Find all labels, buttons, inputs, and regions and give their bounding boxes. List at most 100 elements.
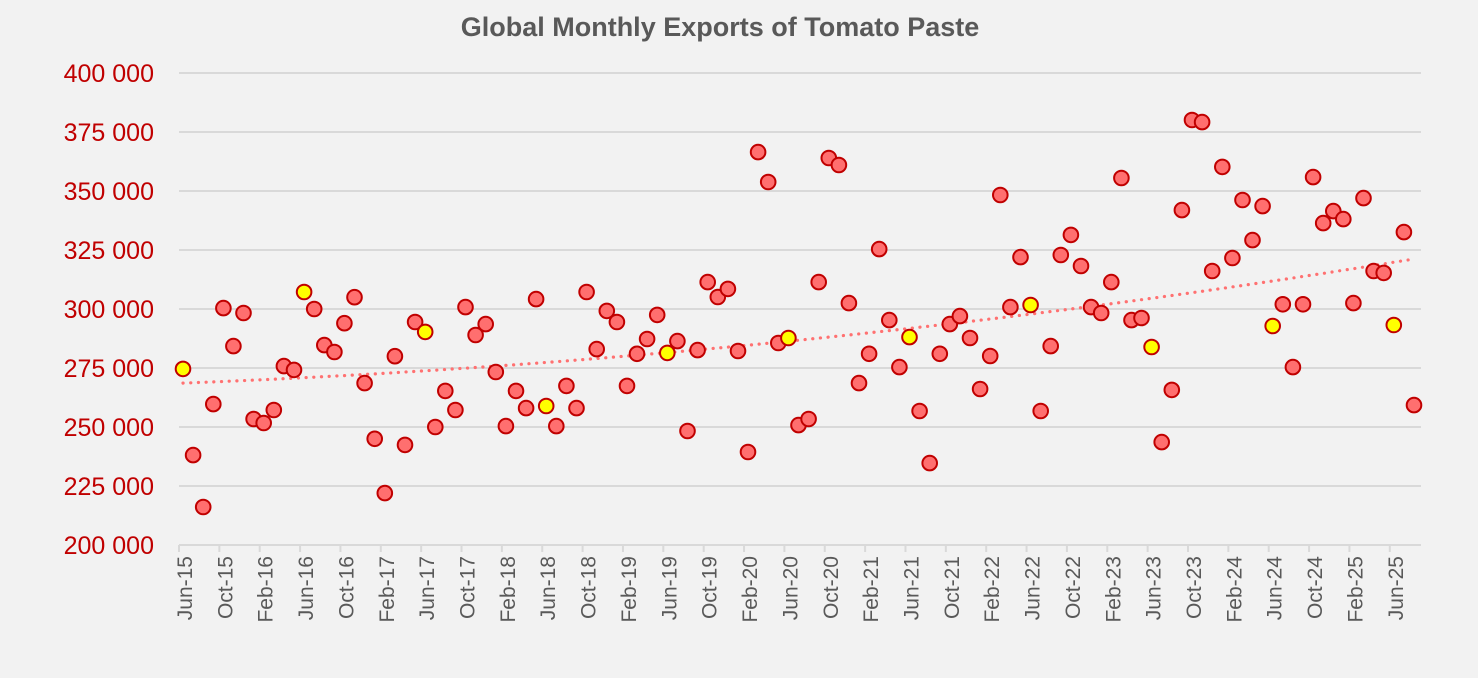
data-point [1234,191,1251,209]
x-tick-label: Jun-15 [174,556,197,620]
x-tick-label: Jun-16 [295,556,318,620]
data-point [921,454,939,472]
y-tick-label: 275 000 [64,355,154,383]
data-point [568,399,585,417]
data-point [235,304,252,322]
x-tick-label: Feb-20 [739,556,762,623]
data-point [366,430,384,448]
x-tick-label: Feb-22 [981,556,1004,623]
data-point [891,358,908,376]
data-point [346,288,363,306]
x-tick-label: Oct-20 [820,556,843,619]
data-point [1314,214,1332,232]
data-point [487,363,505,381]
data-point [951,307,969,325]
data-point [729,342,747,360]
data-point [719,280,737,298]
data-point [376,484,394,502]
data-point-highlighted [295,283,313,301]
data-point [1254,197,1271,215]
data-point [1335,210,1352,228]
data-point [1395,223,1413,241]
data-point [255,414,273,432]
data-point [981,347,999,365]
data-point [1062,226,1080,244]
y-tick-label: 200 000 [64,532,154,560]
data-point [881,311,898,329]
x-tick-label: Jun-22 [1022,556,1045,620]
data-point [1274,296,1292,313]
data-point-highlighted [659,344,676,362]
data-point [305,300,323,318]
data-point [810,273,828,291]
data-point [739,443,757,461]
x-axis-tick-labels: Jun-15 Oct-15 Feb-16 Jun-16 Oct-16 Feb-17 Jun-… [174,556,1408,623]
data-point [679,422,696,440]
data-point [628,345,646,363]
x-tick-label: Oct-17 [457,556,480,619]
x-tick-label: Jun-17 [416,556,439,620]
data-point-highlighted [1022,296,1039,314]
data-point [1113,169,1130,187]
data-point [356,374,373,392]
data-point [578,283,595,301]
data-point [1375,264,1392,282]
y-tick-label: 250 000 [64,414,154,442]
x-tick-label: Jun-24 [1264,556,1287,621]
data-point [1224,249,1241,267]
x-tick-label: Feb-19 [618,556,641,623]
data-point [396,436,414,454]
data-point [1153,433,1170,451]
data-point [1214,158,1231,176]
y-tick-label: 325 000 [64,237,154,265]
data-point [992,186,1009,204]
x-tick-label: Oct-19 [699,556,722,619]
x-tick-label: Oct-18 [578,556,601,619]
x-tick-label: Jun-20 [779,556,802,620]
x-tick-label: Jun-19 [658,556,681,620]
data-points [174,111,1423,516]
data-point [598,302,616,320]
x-tick-label: Feb-21 [860,556,883,623]
data-point [194,498,212,516]
y-tick-label: 375 000 [64,119,154,147]
data-point [870,240,888,258]
data-point [336,314,353,332]
data-point [1002,298,1019,316]
data-point [457,298,474,316]
data-point [285,361,303,379]
data-point [1294,296,1312,313]
data-point [184,446,202,464]
data-point [830,156,848,174]
x-tick-label: Oct-23 [1183,556,1206,619]
data-point [860,345,878,363]
data-point [1355,189,1372,207]
data-point [759,173,777,191]
data-point-highlighted [416,323,434,341]
x-tick-label: Feb-17 [376,556,399,623]
y-tick-label: 225 000 [64,473,154,501]
x-tick-label: Feb-25 [1344,556,1367,623]
data-point [558,377,575,395]
data-point [467,326,484,344]
x-tick-label: Jun-18 [537,556,560,620]
x-tick-label: Feb-16 [255,556,278,623]
data-point [326,343,343,361]
x-tick-label: Feb-18 [497,556,520,623]
trendline [181,257,1416,385]
data-point [1173,201,1191,219]
data-point [1072,257,1090,275]
data-point [225,337,242,355]
data-point-highlighted [901,328,918,346]
y-tick-label: 400 000 [64,60,154,88]
chart-title: Global Monthly Exports of Tomato Paste [461,12,980,42]
data-point [1042,337,1059,355]
data-point [749,143,767,161]
data-point [1203,262,1221,280]
data-point-highlighted [1385,316,1403,334]
x-tick-label: Jun-21 [900,556,923,620]
x-tick-label: Oct-16 [335,556,358,619]
data-point [699,273,717,291]
data-point [406,313,424,331]
